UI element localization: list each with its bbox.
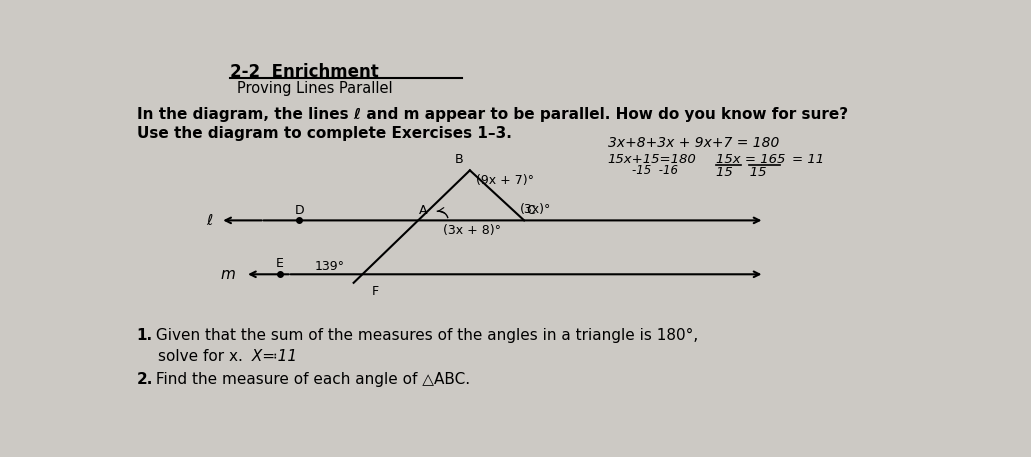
Text: ℓ: ℓ <box>206 213 212 228</box>
Text: D: D <box>295 203 304 217</box>
Text: 1.: 1. <box>137 328 153 343</box>
Text: 2-2  Enrichment: 2-2 Enrichment <box>230 63 378 80</box>
Text: E: E <box>276 257 284 271</box>
Text: F: F <box>371 285 378 298</box>
Text: 139°: 139° <box>314 260 345 273</box>
Text: In the diagram, the lines ℓ and m appear to be parallel. How do you know for sur: In the diagram, the lines ℓ and m appear… <box>137 107 847 122</box>
Text: m: m <box>221 267 236 282</box>
Text: (9x + 7)°: (9x + 7)° <box>476 174 534 187</box>
Text: Proving Lines Parallel: Proving Lines Parallel <box>237 81 393 96</box>
Text: 15    15: 15 15 <box>717 166 767 179</box>
Text: Use the diagram to complete Exercises 1–3.: Use the diagram to complete Exercises 1–… <box>137 127 511 142</box>
Text: C: C <box>527 203 535 217</box>
Text: 3x+8+3x + 9x+7 = 180: 3x+8+3x + 9x+7 = 180 <box>608 136 779 150</box>
Text: 15x = 165: 15x = 165 <box>717 153 786 165</box>
Text: Given that the sum of the measures of the angles in a triangle is 180°,: Given that the sum of the measures of th… <box>151 328 698 343</box>
Text: (3x)°: (3x)° <box>521 203 552 217</box>
Text: B: B <box>455 154 464 166</box>
Text: 2.: 2. <box>137 372 153 387</box>
Text: Find the measure of each angle of △ABC.: Find the measure of each angle of △ABC. <box>151 372 470 387</box>
Text: = 11: = 11 <box>792 153 824 165</box>
Text: X≕11: X≕11 <box>247 349 298 364</box>
Text: -15  -16: -15 -16 <box>618 164 678 177</box>
Text: (3x + 8)°: (3x + 8)° <box>442 224 501 237</box>
Text: 15x+15=180: 15x+15=180 <box>608 153 697 165</box>
Text: solve for x.: solve for x. <box>159 349 243 364</box>
Text: A: A <box>419 203 427 217</box>
